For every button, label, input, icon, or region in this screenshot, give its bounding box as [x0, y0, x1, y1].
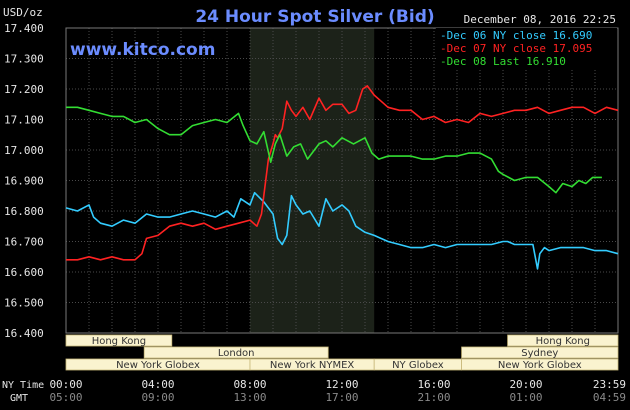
- x-tick-ny: 04:00: [141, 378, 174, 391]
- y-tick-label: 16.500: [4, 297, 44, 310]
- legend-entry: -Dec 07 NY close 17.095: [440, 42, 592, 55]
- x-tick-ny: 23:59: [593, 378, 626, 391]
- series-line-3: [66, 106, 602, 194]
- session-label: NY Globex: [392, 360, 444, 371]
- y-tick-label: 17.300: [4, 53, 44, 66]
- website-label: www.kitco.com: [70, 40, 215, 60]
- y-tick-label: 17.000: [4, 144, 44, 157]
- x-tick-gmt: 05:00: [49, 391, 82, 404]
- session-bar: [143, 346, 329, 359]
- y-tick-label: 17.400: [4, 22, 44, 35]
- y-tick-label: 16.700: [4, 236, 44, 249]
- x-tick-ny: 16:00: [417, 378, 450, 391]
- legend-box: [436, 28, 617, 68]
- timestamp: December 08, 2016 22:25: [464, 13, 616, 26]
- series-line-1: [65, 191, 619, 270]
- x-tick-gmt: 09:00: [141, 391, 174, 404]
- y-tick-label: 16.900: [4, 175, 44, 188]
- session-label: Sydney: [521, 348, 558, 359]
- y-tick-label: 16.400: [4, 327, 44, 340]
- x-tick-gmt: 21:00: [417, 391, 450, 404]
- session-bar: [461, 346, 619, 359]
- legend: -Dec 06 NY close 16.690-Dec 07 NY close …: [436, 28, 617, 68]
- x-tick-gmt: 01:00: [509, 391, 542, 404]
- session-label: New York NYMEX: [270, 360, 355, 371]
- ny-time-label: NY Time: [2, 380, 44, 391]
- session-bar: [461, 358, 619, 371]
- legend-entry: -Dec 08 Last 16.910: [440, 55, 566, 68]
- session-label: Hong Kong: [536, 336, 590, 347]
- gmt-label: GMT: [10, 393, 28, 404]
- x-tick-ny: 00:00: [49, 378, 82, 391]
- y-tick-label: 16.600: [4, 266, 44, 279]
- x-tick-gmt: 04:59: [593, 391, 626, 404]
- x-tick-gmt: 13:00: [233, 391, 266, 404]
- legend-entry: -Dec 06 NY close 16.690: [440, 29, 592, 42]
- x-tick-gmt: 17:00: [325, 391, 358, 404]
- plot-frame: [65, 27, 619, 334]
- session-bar: [65, 334, 173, 347]
- x-tick-ny: 20:00: [509, 378, 542, 391]
- y-axis-unit: USD/oz: [3, 6, 43, 19]
- session-label: London: [218, 348, 255, 359]
- axes: 17.400 17.300 17.200 17.100 17.000 16.900 16.8…: [4, 22, 626, 404]
- session-label: New York Globex: [498, 360, 582, 371]
- x-tick-ny: 08:00: [233, 378, 266, 391]
- session-label: Hong Kong: [92, 336, 146, 347]
- y-tick-label: 16.800: [4, 205, 44, 218]
- y-tick-label: 17.200: [4, 83, 44, 96]
- session-bar: [507, 334, 619, 347]
- session-label: New York Globex: [116, 360, 200, 371]
- chart-title: 24 Hour Spot Silver (Bid): [195, 7, 434, 27]
- y-tick-label: 17.100: [4, 114, 44, 127]
- plot-area: [65, 27, 619, 334]
- x-tick-ny: 12:00: [325, 378, 358, 391]
- series-line-2: [66, 85, 619, 261]
